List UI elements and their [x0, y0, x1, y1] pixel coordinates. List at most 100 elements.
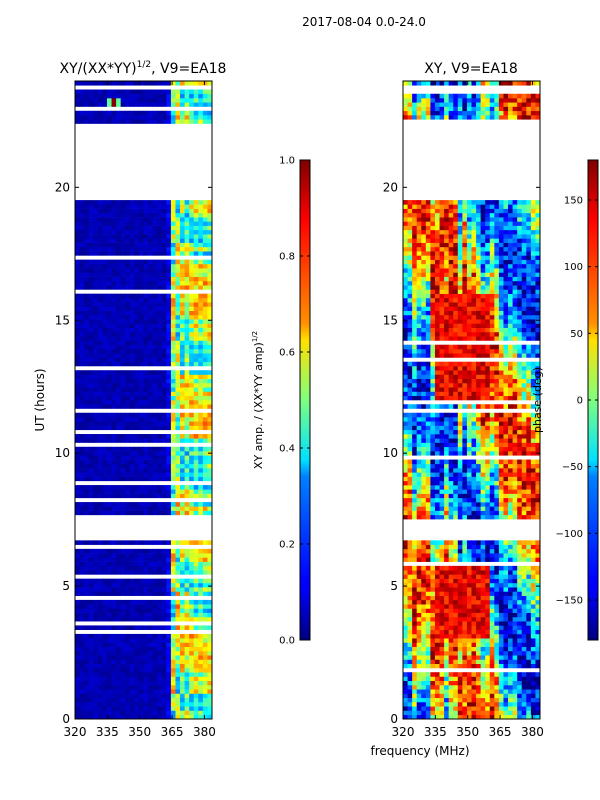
heatmap-cell	[184, 599, 190, 605]
heatmap-cell	[189, 323, 195, 328]
heatmap-cell	[421, 510, 427, 516]
heatmap-cell	[476, 540, 482, 545]
heatmap-cell	[202, 119, 208, 124]
heatmap-cell	[138, 212, 144, 218]
heatmap-cell	[79, 293, 85, 299]
heatmap-cell	[430, 476, 436, 482]
heatmap-cell	[416, 514, 422, 520]
heatmap-cell	[134, 472, 140, 477]
heatmap-cell	[111, 336, 117, 341]
heatmap-cell	[120, 434, 126, 439]
heatmap-cell	[526, 697, 532, 703]
heatmap-cell	[152, 89, 158, 95]
heatmap-cell	[526, 557, 532, 562]
heatmap-cell	[189, 612, 195, 618]
heatmap-cell	[97, 391, 103, 397]
heatmap-cell	[102, 434, 108, 439]
heatmap-cell	[84, 633, 90, 639]
heatmap-cell	[180, 510, 185, 516]
heatmap-cell	[143, 659, 149, 664]
heatmap-cell	[421, 574, 427, 579]
heatmap-cell	[125, 616, 131, 622]
heatmap-cell	[425, 570, 431, 575]
heatmap-cell	[97, 659, 103, 664]
heatmap-cell	[508, 714, 513, 719]
heatmap-cell	[111, 378, 117, 384]
heatmap-cell	[152, 382, 158, 388]
heatmap-cell	[102, 565, 108, 571]
heatmap-cell	[193, 646, 199, 652]
heatmap-cell	[485, 701, 491, 707]
heatmap-cell	[189, 348, 195, 354]
heatmap-cell	[75, 489, 80, 494]
heatmap-cell	[498, 663, 504, 669]
heatmap-cell	[93, 234, 99, 239]
heatmap-cell	[512, 701, 518, 707]
heatmap-cell	[75, 374, 80, 380]
heatmap-cell	[138, 323, 144, 328]
heatmap-cell	[189, 336, 195, 341]
heatmap-cell	[508, 646, 513, 652]
heatmap-cell	[180, 412, 185, 418]
heatmap-cell	[198, 459, 204, 465]
heatmap-cell	[84, 234, 90, 239]
heatmap-cell	[193, 638, 199, 643]
heatmap-cell	[193, 650, 199, 656]
heatmap-cell	[180, 587, 185, 592]
heatmap-cell	[111, 357, 117, 363]
heatmap-cell	[134, 119, 140, 124]
heatmap-cell	[476, 629, 482, 635]
heatmap-cell	[143, 421, 149, 426]
heatmap-cell	[79, 438, 85, 443]
heatmap-cell	[503, 582, 509, 588]
heatmap-cell	[79, 353, 85, 358]
heatmap-cell	[75, 378, 80, 384]
heatmap-cell	[439, 574, 445, 579]
heatmap-cell	[526, 565, 532, 571]
heatmap-cell	[106, 234, 112, 239]
heatmap-cell	[498, 510, 504, 516]
heatmap-cell	[152, 459, 158, 465]
heatmap-cell	[157, 327, 163, 333]
heatmap-cell	[476, 468, 482, 473]
heatmap-cell	[412, 502, 418, 507]
heatmap-cell	[143, 119, 149, 124]
heatmap-cell	[416, 629, 422, 635]
heatmap-cell	[170, 714, 176, 719]
heatmap-cell	[97, 689, 103, 694]
heatmap-cell	[129, 259, 135, 265]
heatmap-cell	[88, 502, 94, 507]
heatmap-cell	[134, 310, 140, 316]
heatmap-cell	[189, 200, 195, 205]
heatmap-cell	[175, 612, 181, 618]
heatmap-cell	[184, 234, 190, 239]
heatmap-cell	[521, 680, 527, 686]
heatmap-cell	[125, 553, 131, 558]
heatmap-cell	[138, 459, 144, 465]
heatmap-cell	[79, 591, 85, 596]
heatmap-cell	[152, 446, 158, 452]
heatmap-cell	[434, 514, 440, 520]
heatmap-cell	[207, 417, 212, 422]
heatmap-cell	[125, 557, 131, 562]
heatmap-cell	[494, 544, 500, 550]
heatmap-cell	[143, 710, 149, 716]
heatmap-cell	[430, 587, 436, 592]
heatmap-cell	[530, 625, 536, 630]
heatmap-cell	[175, 404, 181, 409]
heatmap-cell	[434, 680, 440, 686]
heatmap-cell	[466, 689, 472, 694]
heatmap-cell	[102, 638, 108, 643]
heatmap-cell	[148, 459, 154, 465]
heatmap-cell	[79, 412, 85, 418]
heatmap-cell	[416, 557, 422, 562]
heatmap-cell	[157, 587, 163, 592]
heatmap-cell	[526, 714, 532, 719]
heatmap-cell	[403, 693, 408, 699]
heatmap-cell	[152, 417, 158, 422]
heatmap-cell	[157, 348, 163, 354]
heatmap-cell	[120, 102, 126, 107]
heatmap-cell	[148, 119, 154, 124]
heatmap-cell	[448, 680, 454, 686]
heatmap-cell	[88, 578, 94, 584]
